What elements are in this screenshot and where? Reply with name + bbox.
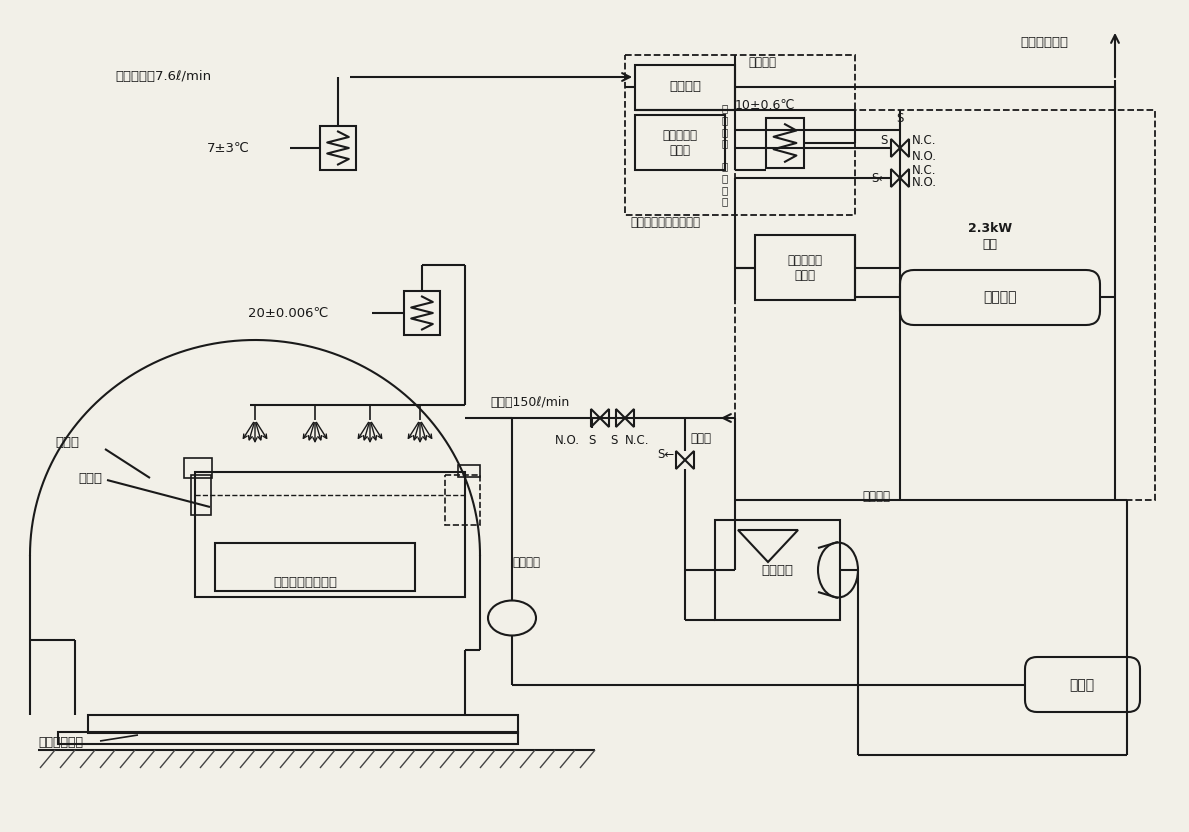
Text: S: S bbox=[610, 433, 618, 447]
Bar bbox=[715, 520, 839, 620]
Text: 10±0.6℃: 10±0.6℃ bbox=[735, 98, 795, 111]
Bar bbox=[184, 458, 212, 478]
Text: 除去: 除去 bbox=[982, 237, 998, 250]
Text: オン・オフ
制　御: オン・オフ 制 御 bbox=[662, 129, 698, 157]
Bar bbox=[445, 475, 480, 525]
Text: S←: S← bbox=[658, 448, 675, 462]
Text: N.C.: N.C. bbox=[624, 433, 649, 447]
Bar bbox=[191, 475, 210, 515]
Text: フィルタ: フィルタ bbox=[761, 563, 793, 577]
Text: 冷却水流量7.6ℓ/min: 冷却水流量7.6ℓ/min bbox=[115, 71, 212, 83]
Text: N.O.: N.O. bbox=[912, 150, 937, 162]
Text: バイパス: バイパス bbox=[512, 557, 540, 569]
Bar bbox=[635, 115, 725, 170]
Bar bbox=[458, 465, 480, 477]
Text: 2.3kW: 2.3kW bbox=[968, 221, 1012, 235]
Bar bbox=[58, 732, 518, 744]
Text: S←: S← bbox=[870, 171, 888, 185]
Text: ヒーター: ヒーター bbox=[669, 81, 702, 93]
Text: 20±0.006℃: 20±0.006℃ bbox=[249, 306, 328, 319]
Text: N.C.: N.C. bbox=[912, 164, 937, 176]
Text: 油
圧
制
御

シ
ス
テ
ム: 油 圧 制 御 シ ス テ ム bbox=[722, 104, 728, 206]
Bar bbox=[404, 291, 440, 335]
Bar bbox=[215, 543, 415, 591]
Bar bbox=[88, 715, 518, 733]
Text: N.O.: N.O. bbox=[554, 433, 579, 447]
Bar bbox=[625, 55, 855, 215]
Text: 7±3℃: 7±3℃ bbox=[207, 141, 250, 155]
Text: 熱交換器: 熱交換器 bbox=[983, 290, 1017, 304]
Text: 冷水温度制御システム: 冷水温度制御システム bbox=[630, 215, 700, 229]
Text: オン・オフ
制　御: オン・オフ 制 御 bbox=[787, 254, 823, 282]
Text: ダイヤモンド旋盤: ダイヤモンド旋盤 bbox=[273, 577, 336, 590]
Bar bbox=[735, 110, 1155, 500]
Text: ポンプ: ポンプ bbox=[1069, 678, 1095, 692]
Text: カバー: カバー bbox=[55, 437, 78, 449]
Bar bbox=[195, 472, 465, 597]
Text: N.O.: N.O. bbox=[912, 176, 937, 189]
Text: 油流鈇150ℓ/min: 油流鈇150ℓ/min bbox=[490, 397, 570, 409]
Text: N.C.: N.C. bbox=[912, 133, 937, 146]
Text: 冷却水の戻り: 冷却水の戻り bbox=[1020, 36, 1068, 48]
Text: S: S bbox=[589, 433, 596, 447]
Text: S: S bbox=[881, 133, 888, 146]
Text: センサー: センサー bbox=[748, 56, 776, 68]
Bar bbox=[320, 126, 356, 170]
Bar bbox=[635, 65, 735, 110]
Bar bbox=[755, 235, 855, 300]
Text: 空気マウント: 空気マウント bbox=[38, 736, 83, 750]
Text: 大気へ: 大気へ bbox=[690, 432, 711, 444]
Text: センサー: センサー bbox=[862, 491, 891, 503]
Bar bbox=[766, 118, 804, 168]
Text: S: S bbox=[897, 111, 904, 125]
Text: ワーク: ワーク bbox=[78, 472, 102, 484]
